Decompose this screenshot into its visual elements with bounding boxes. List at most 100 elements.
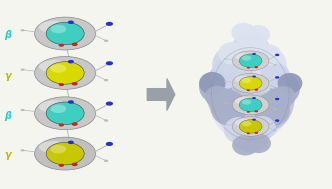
Circle shape <box>247 67 250 69</box>
Ellipse shape <box>232 123 269 153</box>
Circle shape <box>106 101 113 106</box>
Circle shape <box>21 68 25 71</box>
Ellipse shape <box>239 54 262 67</box>
Ellipse shape <box>235 53 253 60</box>
Circle shape <box>68 60 74 64</box>
Ellipse shape <box>210 63 240 89</box>
Circle shape <box>224 81 226 82</box>
Ellipse shape <box>39 21 69 33</box>
Ellipse shape <box>50 25 66 33</box>
Ellipse shape <box>255 44 282 66</box>
Ellipse shape <box>199 72 225 94</box>
Ellipse shape <box>35 17 96 50</box>
Circle shape <box>106 61 113 65</box>
Ellipse shape <box>235 97 253 105</box>
Circle shape <box>104 160 108 162</box>
Ellipse shape <box>242 121 251 126</box>
Circle shape <box>59 164 64 167</box>
Circle shape <box>252 97 256 99</box>
Circle shape <box>59 83 64 86</box>
Ellipse shape <box>35 97 96 130</box>
Circle shape <box>59 123 64 126</box>
Ellipse shape <box>206 57 259 125</box>
Circle shape <box>252 75 256 77</box>
Circle shape <box>255 132 258 134</box>
Ellipse shape <box>232 51 269 70</box>
Text: γ: γ <box>5 150 11 160</box>
Ellipse shape <box>235 119 253 126</box>
Ellipse shape <box>46 62 84 84</box>
Ellipse shape <box>264 88 292 112</box>
Ellipse shape <box>235 76 253 83</box>
Circle shape <box>247 89 250 91</box>
Ellipse shape <box>239 77 262 90</box>
Ellipse shape <box>239 98 262 112</box>
Ellipse shape <box>230 33 270 65</box>
Ellipse shape <box>50 64 66 73</box>
Circle shape <box>59 44 64 47</box>
Circle shape <box>72 163 78 166</box>
Circle shape <box>255 89 258 91</box>
Circle shape <box>274 108 277 110</box>
Circle shape <box>274 64 277 66</box>
Circle shape <box>252 119 256 121</box>
Ellipse shape <box>242 62 295 131</box>
Circle shape <box>68 141 74 144</box>
Circle shape <box>72 43 78 46</box>
Ellipse shape <box>35 137 96 170</box>
Circle shape <box>68 100 74 104</box>
Circle shape <box>224 102 226 104</box>
Ellipse shape <box>35 57 96 89</box>
Ellipse shape <box>222 93 272 141</box>
Ellipse shape <box>224 117 254 143</box>
Ellipse shape <box>231 23 256 43</box>
Ellipse shape <box>232 73 269 93</box>
Ellipse shape <box>239 120 262 133</box>
Circle shape <box>21 109 25 111</box>
Circle shape <box>104 119 108 122</box>
Ellipse shape <box>212 50 288 138</box>
Circle shape <box>275 76 279 79</box>
Circle shape <box>275 119 279 122</box>
Ellipse shape <box>39 60 69 73</box>
Circle shape <box>274 87 277 88</box>
Ellipse shape <box>39 101 69 113</box>
Ellipse shape <box>46 142 84 165</box>
Circle shape <box>106 142 113 146</box>
Ellipse shape <box>218 42 246 64</box>
Circle shape <box>247 111 250 113</box>
Circle shape <box>104 79 108 81</box>
Ellipse shape <box>205 86 230 107</box>
Circle shape <box>72 122 78 126</box>
Ellipse shape <box>247 25 270 44</box>
Ellipse shape <box>212 46 252 83</box>
Circle shape <box>255 66 258 68</box>
Ellipse shape <box>46 22 84 45</box>
Circle shape <box>21 149 25 151</box>
Ellipse shape <box>210 90 247 125</box>
Ellipse shape <box>242 100 251 105</box>
Ellipse shape <box>50 145 66 153</box>
Ellipse shape <box>39 141 69 153</box>
Ellipse shape <box>232 117 269 136</box>
Circle shape <box>68 21 74 24</box>
Circle shape <box>104 40 108 42</box>
Circle shape <box>247 132 250 134</box>
Ellipse shape <box>271 86 296 107</box>
Circle shape <box>106 22 113 26</box>
Circle shape <box>224 58 226 60</box>
Ellipse shape <box>260 63 290 89</box>
Ellipse shape <box>246 133 271 153</box>
Ellipse shape <box>46 102 84 125</box>
Circle shape <box>21 29 25 31</box>
Text: β: β <box>4 30 12 40</box>
Ellipse shape <box>232 135 259 156</box>
Circle shape <box>275 98 279 100</box>
Circle shape <box>255 110 258 112</box>
Ellipse shape <box>270 74 300 104</box>
Ellipse shape <box>254 93 290 126</box>
Ellipse shape <box>237 31 267 53</box>
Ellipse shape <box>248 116 276 140</box>
Circle shape <box>274 130 277 132</box>
Ellipse shape <box>230 46 280 94</box>
